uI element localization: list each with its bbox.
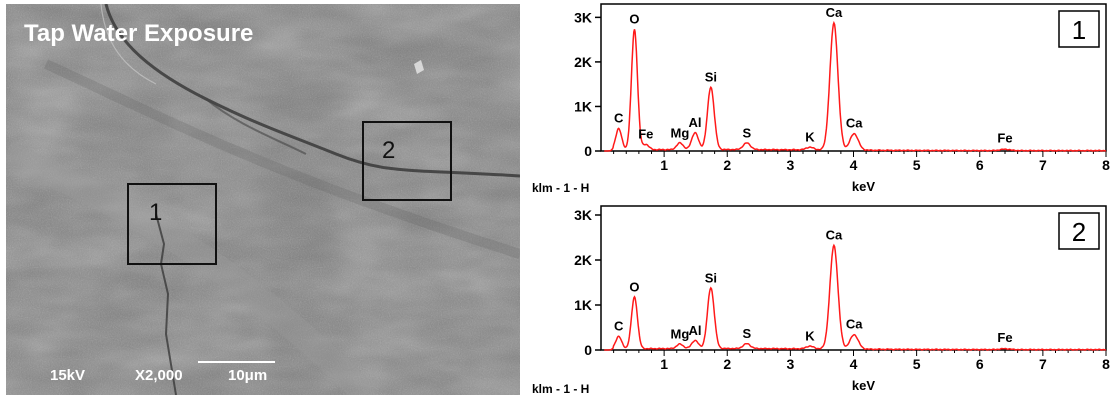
y-tick-label: 3K	[574, 207, 592, 223]
x-tick-label: 6	[976, 356, 984, 372]
x-tick-label: 3	[786, 157, 794, 173]
x-tick-label: 2	[723, 356, 731, 372]
x-tick-label: 1	[660, 157, 668, 173]
x-tick-label: 5	[913, 157, 921, 173]
peak-label-o: O	[629, 12, 639, 27]
region-label-1: 1	[149, 199, 162, 227]
peak-label-k: K	[805, 129, 815, 144]
x-tick-label: 8	[1102, 157, 1110, 173]
y-tick-label: 0	[584, 342, 592, 358]
voltage-label: 15kV	[50, 367, 85, 384]
peak-label-c: C	[614, 111, 624, 126]
peak-label-ca: Ca	[846, 317, 863, 332]
x-tick-label: 1	[660, 356, 668, 372]
x-tick-label: 2	[723, 157, 731, 173]
sem-title: Tap Water Exposure	[24, 20, 253, 48]
peak-label-mg: Mg	[671, 327, 690, 342]
sem-micrograph: Tap Water Exposure 2 1 15kV X2,000 10μm	[6, 4, 520, 395]
x-tick-label: 8	[1102, 356, 1110, 372]
x-tick-label: 6	[976, 157, 984, 173]
y-tick-label: 2K	[574, 252, 592, 268]
region-label-2: 2	[382, 137, 395, 165]
x-tick-label: 5	[913, 356, 921, 372]
peak-label-si: Si	[705, 70, 717, 85]
peak-label-c: C	[614, 318, 624, 333]
peak-label-s: S	[742, 326, 751, 341]
y-tick-label: 2K	[574, 54, 592, 70]
footer-label: klm - 1 - H	[532, 382, 589, 396]
panel-number: 2	[1072, 217, 1086, 247]
x-tick-label: 7	[1039, 356, 1047, 372]
peak-label-ca: Ca	[846, 116, 863, 131]
peak-label-si: Si	[705, 270, 717, 285]
scale-bar	[198, 361, 275, 363]
peak-label-ca: Ca	[826, 5, 843, 20]
peak-label-al: Al	[689, 115, 702, 130]
x-tick-label: 7	[1039, 157, 1047, 173]
eds-spectrum-1: 0 1K 2K 3K 1 2 3 4 5 6 7 8 C O Fe Mg Al Si S K Ca Ca Fe 1 keV klm…	[532, 0, 1115, 200]
y-tick-label: 3K	[574, 9, 592, 25]
panel-number: 1	[1072, 15, 1086, 45]
footer-label: klm - 1 - H	[532, 181, 589, 195]
peak-label-s: S	[742, 125, 751, 140]
x-tick-label: 4	[850, 157, 858, 173]
x-tick-label: 3	[786, 356, 794, 372]
eds-spectrum-2: 0 1K 2K 3K 1 2 3 4 5 6 7 8 C O Mg Al Si S K Ca Ca Fe 2 keV klm -…	[532, 200, 1115, 400]
peak-label-al: Al	[689, 323, 702, 338]
region-box-2	[362, 121, 452, 201]
peak-label-ca: Ca	[826, 228, 843, 243]
peak-label-fe: Fe	[997, 131, 1012, 146]
peak-label-k: K	[805, 328, 815, 343]
x-axis-label: keV	[852, 179, 875, 194]
peak-label-fe: Fe	[638, 127, 653, 142]
peak-label-o: O	[629, 279, 639, 294]
magnification-label: X2,000	[135, 367, 183, 384]
x-tick-label: 4	[850, 356, 858, 372]
x-axis-label: keV	[852, 378, 875, 393]
y-tick-label: 0	[584, 143, 592, 159]
eds-chart-2: 0 1K 2K 3K 1 2 3 4 5 6 7 8 C O Mg Al Si S K Ca Ca Fe 2 keV klm -…	[532, 200, 1115, 400]
peak-label-fe: Fe	[997, 330, 1012, 345]
scale-bar-label: 10μm	[228, 367, 267, 384]
peak-label-mg: Mg	[671, 125, 690, 140]
y-tick-label: 1K	[574, 297, 592, 313]
y-tick-label: 1K	[574, 98, 592, 114]
region-box-1	[127, 183, 217, 265]
